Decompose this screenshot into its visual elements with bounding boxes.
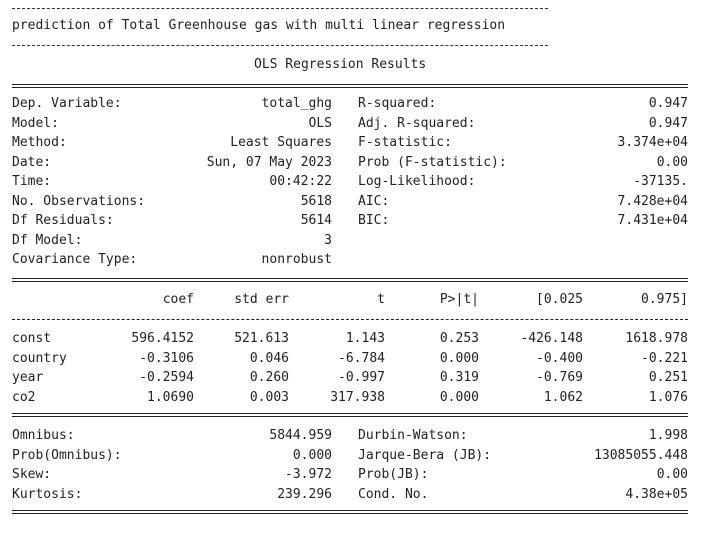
coef-column-header: [0.025 [536, 292, 583, 307]
table-row-name: year [12, 370, 44, 385]
table-cell: 0.046 [249, 350, 289, 366]
summary-left-value: 00:42:22 [269, 174, 332, 189]
table-cell: 596.4152 [131, 331, 194, 346]
diag-right-value: 4.38e+05 [625, 486, 688, 502]
summary-left-label: Date: [12, 154, 52, 170]
summary-right-label: F-statistic: [358, 135, 452, 150]
summary-right-value: 7.428e+04 [617, 193, 688, 209]
diag-left-value: -3.972 [285, 467, 332, 482]
coef-column-header: P>|t| [439, 292, 479, 307]
summary-left-value: 3 [324, 232, 332, 248]
summary-left-value: Sun, 07 May 2023 [206, 154, 332, 170]
summary-left-value: OLS [308, 115, 332, 131]
output-title: prediction of Total Greenhouse gas with … [12, 18, 506, 33]
table-cell: 1.062 [543, 389, 583, 405]
summary-left-value: Least Squares [230, 135, 332, 150]
table-cell: 0.260 [249, 370, 289, 385]
summary-right-value: 0.00 [656, 154, 688, 170]
summary-left-value: 5614 [300, 213, 332, 228]
summary-right-value: -37135. [633, 174, 688, 189]
table-cell: -426.148 [520, 331, 583, 346]
table-cell: -0.3106 [139, 350, 194, 366]
double-rule [12, 510, 688, 514]
diag-right-label: Cond. No. [358, 486, 429, 502]
table-cell: -0.769 [536, 370, 583, 385]
double-rule [12, 84, 688, 88]
coef-column-header: std err [234, 292, 289, 307]
table-cell: 521.613 [234, 331, 289, 346]
coef-column-header: coef [162, 292, 194, 307]
summary-left-label: Dep. Variable: [12, 96, 122, 111]
summary-left-label: Time: [12, 174, 52, 189]
table-cell: 0.003 [249, 389, 289, 405]
summary-right-label: BIC: [358, 213, 390, 228]
table-cell: -0.997 [338, 370, 385, 385]
summary-right-value: 3.374e+04 [617, 135, 688, 150]
double-rule [12, 413, 688, 417]
summary-right-label: Adj. R-squared: [358, 115, 476, 131]
diag-right-value: 1.998 [648, 428, 688, 443]
summary-right-label: R-squared: [358, 96, 437, 111]
diag-left-value: 239.296 [277, 486, 332, 502]
summary-left-label: Model: [12, 115, 59, 131]
dash-rule [12, 319, 688, 320]
table-cell: 0.319 [439, 370, 479, 385]
table-cell: 0.253 [439, 331, 479, 346]
diag-right-label: Durbin-Watson: [358, 428, 468, 443]
table-cell: 1.076 [648, 389, 688, 405]
diag-right-value: 0.00 [656, 467, 688, 482]
diag-left-label: Prob(Omnibus): [12, 447, 122, 463]
table-row-name: const [12, 331, 52, 346]
summary-right-value: 7.431e+04 [617, 213, 688, 228]
table-cell: -0.2594 [139, 370, 194, 385]
table-cell: 1.143 [345, 331, 385, 346]
table-cell: -6.784 [338, 350, 385, 366]
diag-right-value: 13085055.448 [594, 447, 688, 463]
diag-left-label: Omnibus: [12, 428, 75, 443]
diag-left-label: Kurtosis: [12, 486, 83, 502]
summary-left-value: 5618 [300, 193, 332, 209]
diag-left-value: 0.000 [292, 447, 332, 463]
diag-left-label: Skew: [12, 467, 52, 482]
table-cell: -0.400 [536, 350, 583, 366]
results-heading: OLS Regression Results [254, 57, 427, 72]
summary-left-value: nonrobust [261, 252, 332, 267]
summary-left-label: Df Model: [12, 232, 83, 248]
table-cell: 1.0690 [147, 389, 194, 405]
coef-column-header: t [377, 292, 385, 307]
top-dash-rule [12, 8, 548, 9]
diag-right-label: Jarque-Bera (JB): [358, 447, 492, 463]
summary-left-label: Df Residuals: [12, 213, 114, 228]
summary-left-label: No. Observations: [12, 193, 146, 209]
diag-right-label: Prob(JB): [358, 467, 429, 482]
coef-column-header: 0.975] [641, 292, 688, 307]
summary-left-label: Method: [12, 135, 67, 150]
summary-right-label: Log-Likelihood: [358, 174, 476, 189]
summary-left-value: total_ghg [261, 96, 332, 111]
summary-right-label: Prob (F-statistic): [358, 154, 507, 170]
table-row-name: co2 [12, 389, 36, 405]
summary-right-label: AIC: [358, 193, 390, 209]
table-cell: -0.221 [641, 350, 688, 366]
table-cell: 0.000 [439, 389, 479, 405]
summary-right-value: 0.947 [648, 96, 688, 111]
table-cell: 317.938 [330, 389, 385, 405]
table-cell: 0.251 [648, 370, 688, 385]
summary-left-label: Covariance Type: [12, 252, 138, 267]
table-cell: 0.000 [439, 350, 479, 366]
summary-right-value: 0.947 [648, 115, 688, 131]
title-dash-rule [12, 45, 548, 46]
diag-left-value: 5844.959 [269, 428, 332, 443]
double-rule [12, 278, 688, 282]
table-cell: 1618.978 [625, 331, 688, 346]
table-row-name: country [12, 350, 67, 366]
